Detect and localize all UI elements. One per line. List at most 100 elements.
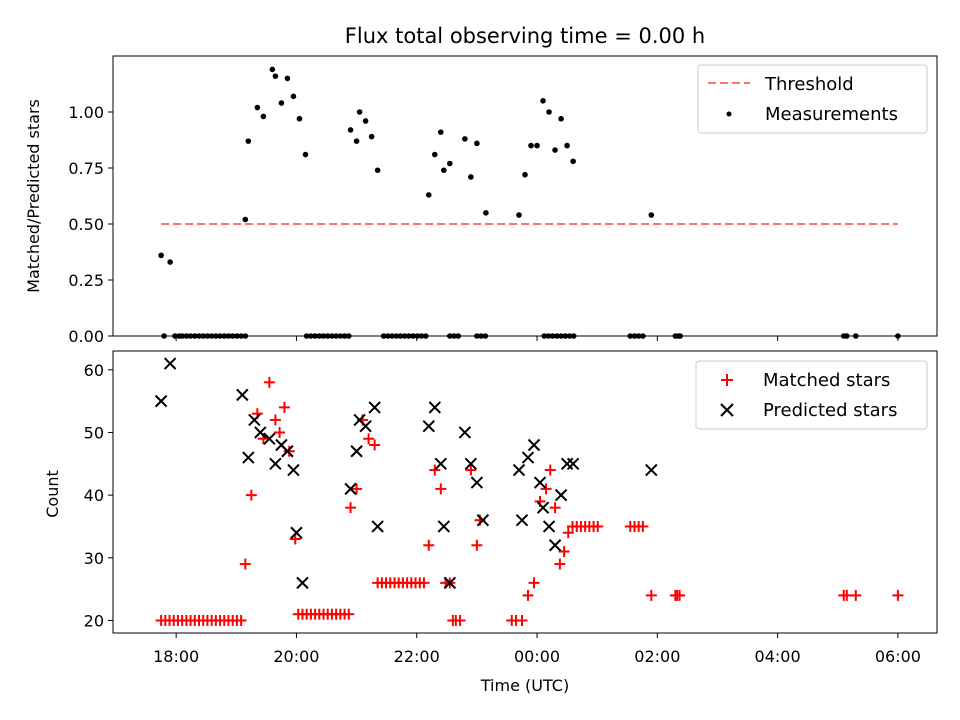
matched-star-point <box>274 426 286 438</box>
top-legend: Threshold Measurements <box>697 64 928 134</box>
bottom-y-tick-label: 50 <box>84 423 104 442</box>
measurement-point <box>437 129 444 135</box>
measurement-point <box>474 140 480 147</box>
predicted-star-point <box>470 476 484 489</box>
measurement-point <box>447 160 453 167</box>
predicted-star-point <box>269 457 282 471</box>
matched-star-point <box>363 433 375 445</box>
predicted-star-point <box>368 401 381 414</box>
matched-star-point <box>454 614 466 626</box>
matched-star-point <box>592 520 604 532</box>
top-axes-frame <box>112 55 938 337</box>
predicted-star-point <box>515 513 529 527</box>
x-tick-label: 06:00 <box>875 647 921 666</box>
top-y-tick-label: 0.00 <box>68 327 104 346</box>
bottom-y-tick-label: 30 <box>84 549 104 568</box>
matched-star-point <box>418 577 430 589</box>
predicted-star-point <box>512 463 526 477</box>
top-y-axis-label: Matched/Predicted stars <box>24 99 43 293</box>
predicted-star-point <box>154 394 168 408</box>
measurement-point <box>260 113 267 120</box>
measurement-point <box>158 252 164 259</box>
matched-star-point <box>369 439 381 451</box>
predicted-star-point <box>287 463 300 477</box>
measurement-point <box>431 151 438 158</box>
measurement-point <box>167 259 173 265</box>
predicted-star-point <box>281 445 294 458</box>
predicted-star-point <box>248 413 261 427</box>
measurement-point <box>353 138 360 144</box>
x-tick-label: 22:00 <box>394 647 440 666</box>
matched-star-point <box>239 558 251 570</box>
measurement-point <box>534 142 540 149</box>
bottom-y-axis-label: Count <box>43 470 62 518</box>
measurement-point <box>558 115 564 122</box>
matched-star-point <box>562 527 574 539</box>
predicted-star-point <box>344 482 357 496</box>
matched-star-point <box>674 589 686 601</box>
matched-star-point <box>245 489 257 501</box>
bottom-legend-box <box>695 360 928 430</box>
predicted-star-point <box>236 388 249 402</box>
predicted-star-point <box>542 520 556 533</box>
measurement-point <box>483 210 489 216</box>
measurement-point <box>272 73 279 79</box>
top-y-tick-label: 0.25 <box>68 271 104 290</box>
predicted-star-point <box>533 476 547 489</box>
predicted-star-point <box>645 463 658 477</box>
predicted-legend-marker <box>720 403 734 417</box>
measurement-point <box>302 151 309 158</box>
matched-star-point <box>269 414 281 426</box>
measurement-point <box>552 147 558 153</box>
predicted-star-point <box>422 419 435 433</box>
bottom-axes-frame <box>112 350 938 634</box>
predicted-star-point <box>464 457 478 471</box>
bottom-y-tick-label: 20 <box>84 611 104 630</box>
measurement-point <box>290 93 297 100</box>
measurement-point <box>254 104 261 111</box>
top-y-tick-label: 0.75 <box>68 159 104 178</box>
predicted-star-point <box>554 488 568 502</box>
measurement-point <box>356 109 363 115</box>
measurement-point <box>284 75 291 82</box>
matched-star-point <box>351 483 363 495</box>
measurement-point <box>425 192 432 198</box>
measurement-point <box>347 127 354 133</box>
predicted-star-point <box>560 457 574 471</box>
top-panel: Flux total observing time = 0.00 h Match… <box>24 24 938 346</box>
matched-star-point <box>516 614 528 626</box>
bottom-y-tick-label: 60 <box>84 361 104 380</box>
bottom-legend: Matched stars Predicted stars <box>695 360 928 430</box>
predicted-star-point <box>548 539 562 552</box>
matched-star-point <box>645 589 657 601</box>
matched-star-point <box>892 589 904 601</box>
matched-star-point <box>850 589 862 601</box>
matched-star-point <box>278 401 290 413</box>
measurement-point <box>278 100 285 106</box>
bottom-plot-area <box>154 357 904 626</box>
predicted-legend-label: Predicted stars <box>763 400 897 421</box>
matched-star-point <box>465 464 477 476</box>
x-ticks: 18:00 20:00 22:00 00:00 02:00 04:00 06:00 <box>153 633 921 666</box>
bottom-panel: Count Time (UTC) 20 30 40 50 60 18:00 20:00 22… <box>43 350 938 695</box>
measurement-point <box>546 109 552 115</box>
threshold-legend-label: Threshold <box>764 74 854 95</box>
predicted-star-point <box>476 513 490 527</box>
measurement-point <box>462 136 468 142</box>
measurement-point <box>540 98 546 104</box>
bottom-y-tick-label: 40 <box>84 486 104 505</box>
x-axis-label: Time (UTC) <box>480 676 569 695</box>
measurement-point <box>368 133 375 140</box>
matched-legend-label: Matched stars <box>763 370 890 391</box>
measurement-point <box>296 115 303 122</box>
measurement-point <box>522 171 528 178</box>
chart-title: Flux total observing time = 0.00 h <box>345 24 705 48</box>
matched-star-point <box>435 483 447 495</box>
top-y-ticks: 0.00 0.25 0.50 0.75 1.00 <box>68 103 899 346</box>
x-tick-label: 20:00 <box>273 647 319 666</box>
predicted-star-point <box>296 576 309 590</box>
matched-star-point <box>345 502 357 514</box>
x-tick-label: 04:00 <box>755 647 801 666</box>
predicted-star-point <box>163 357 177 370</box>
matched-star-point <box>554 558 566 570</box>
